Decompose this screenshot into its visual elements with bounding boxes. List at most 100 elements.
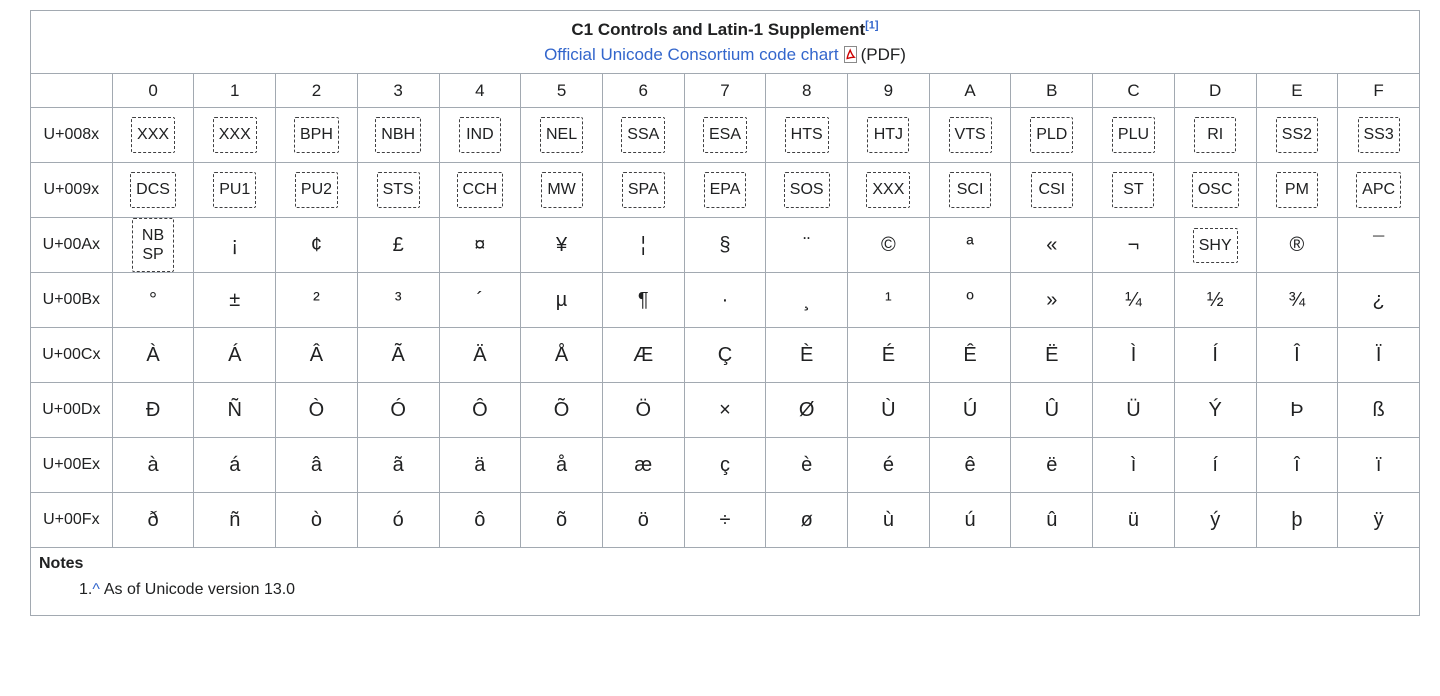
char-cell-u+00ex-B: ë (1010, 437, 1094, 494)
column-header-F: F (1337, 73, 1420, 108)
row-label-u+00dx: U+00Dx (30, 382, 113, 439)
char-cell-u+00ex-A: ê (928, 437, 1012, 494)
char-cell-u+00fx-1: ñ (193, 492, 277, 549)
char-cell-u+00bx-6: ¶ (601, 272, 685, 329)
note-item: 1.^ As of Unicode version 13.0 (79, 581, 1407, 599)
column-header-4: 4 (438, 73, 522, 108)
char-cell-u+00ax-7: § (683, 216, 767, 274)
control-cell-u+008x-E: SS2 (1255, 107, 1339, 163)
title-cell: C1 Controls and Latin-1 Supplement[1] Of… (30, 10, 1420, 74)
control-code-box: MW (540, 172, 583, 208)
control-cell-u+009x-4: CCH (438, 162, 522, 218)
control-cell-u+008x-F: SS3 (1337, 107, 1420, 163)
control-code-box: EPA (703, 172, 747, 208)
row-u+009x: U+009x DCS PU1 PU2 STS CCH MW SPA EPA SOS XXX SCI CS… (30, 162, 1420, 218)
control-code-box: APC (1356, 172, 1402, 208)
char-cell-u+00fx-7: ÷ (683, 492, 767, 549)
char-cell-u+00dx-E: Þ (1255, 382, 1339, 439)
control-cell-u+009x-C: ST (1092, 162, 1175, 218)
chart-title-text: C1 Controls and Latin-1 Supplement (571, 20, 866, 39)
char-cell-u+00dx-5: Õ (520, 382, 603, 439)
char-cell-u+00cx-A: Ê (928, 327, 1012, 384)
row-u+008x: U+008x XXX XXX BPH NBH IND NEL SSA ESA HTS HTJ VTS P… (30, 107, 1420, 163)
unicode-chart-link[interactable]: Official Unicode Consortium code chart (544, 45, 839, 64)
control-cell-u+008x-2: BPH (275, 107, 358, 163)
char-cell-u+00fx-A: ú (928, 492, 1012, 549)
backlink-caret[interactable]: ^ (92, 581, 100, 599)
char-cell-u+00ex-E: î (1255, 437, 1339, 494)
char-cell-u+00cx-B: Ë (1010, 327, 1094, 384)
control-cell-u+009x-7: EPA (683, 162, 767, 218)
column-header-E: E (1255, 73, 1339, 108)
char-cell-u+00fx-E: þ (1255, 492, 1339, 549)
char-cell-u+00fx-5: õ (520, 492, 603, 549)
control-code-box: NEL (540, 117, 584, 153)
char-cell-u+00ex-0: à (111, 437, 195, 494)
control-code-box: VTS (948, 117, 992, 153)
control-code-box: OSC (1191, 172, 1239, 208)
control-cell-u+008x-4: IND (438, 107, 522, 163)
control-code-box: IND (458, 117, 501, 153)
control-code-box: PU2 (294, 172, 339, 208)
char-cell-u+00bx-E: ¾ (1255, 272, 1339, 329)
char-cell-u+00bx-8: ¸ (765, 272, 849, 329)
row-label-u+00ex: U+00Ex (30, 437, 113, 494)
control-cell-u+009x-3: STS (356, 162, 440, 218)
char-cell-u+00ax-4: ¤ (438, 216, 522, 274)
char-cell-u+00fx-8: ø (765, 492, 849, 549)
char-cell-u+00ex-1: á (193, 437, 277, 494)
char-cell-u+00fx-B: û (1010, 492, 1094, 549)
control-cell-u+009x-F: APC (1337, 162, 1420, 218)
control-cell-u+008x-3: NBH (356, 107, 440, 163)
footnote-ref-link[interactable]: [1] (865, 19, 879, 32)
column-header-3: 3 (356, 73, 440, 108)
control-cell-u+009x-A: SCI (928, 162, 1012, 218)
char-cell-u+00dx-D: Ý (1173, 382, 1257, 439)
char-cell-u+00cx-4: Ä (438, 327, 522, 384)
char-cell-u+00dx-1: Ñ (193, 382, 277, 439)
control-cell-u+008x-0: XXX (111, 107, 195, 163)
control-cell-u+009x-9: XXX (847, 162, 930, 218)
char-cell-u+00fx-6: ö (601, 492, 685, 549)
control-code-box: HTJ (867, 117, 910, 153)
char-cell-u+00ex-3: ã (356, 437, 440, 494)
control-code-box: SS2 (1275, 117, 1319, 153)
char-cell-u+00cx-E: Î (1255, 327, 1339, 384)
corner-cell (30, 73, 113, 108)
char-cell-u+00ax-B: « (1010, 216, 1094, 274)
control-cell-u+009x-D: OSC (1173, 162, 1257, 218)
column-header-0: 0 (111, 73, 195, 108)
char-cell-u+00ex-2: â (275, 437, 358, 494)
char-cell-u+00ax-6: ¦ (601, 216, 685, 274)
column-header-9: 9 (847, 73, 930, 108)
control-cell-u+009x-6: SPA (601, 162, 685, 218)
control-cell-u+008x-9: HTJ (847, 107, 930, 163)
column-header-B: B (1010, 73, 1094, 108)
control-code-box: CSI (1030, 172, 1073, 208)
control-cell-u+009x-0: DCS (111, 162, 195, 218)
char-cell-u+00fx-0: ð (111, 492, 195, 549)
char-cell-u+00fx-C: ü (1092, 492, 1175, 549)
chart-subtitle: Official Unicode Consortium code chart (P… (35, 45, 1415, 65)
char-cell-u+00ex-7: ç (683, 437, 767, 494)
char-cell-u+00cx-F: Ï (1337, 327, 1420, 384)
row-u+00ax: U+00Ax NB SP ¡ ¢ £ ¤ ¥ ¦ § ¨ © ª «¬ SHY ® ¯ (30, 216, 1420, 274)
char-cell-u+00dx-F: ß (1337, 382, 1420, 439)
char-cell-u+00bx-A: º (928, 272, 1012, 329)
control-cell-u+008x-1: XXX (193, 107, 277, 163)
row-u+00ex: U+00Ex à á â ã ä å æ ç è é ê ë ì í î ï (30, 437, 1420, 494)
control-cell-u+008x-B: PLD (1010, 107, 1094, 163)
char-cell-u+00dx-C: Ü (1092, 382, 1175, 439)
pdf-icon[interactable] (843, 46, 859, 63)
char-cell-u+00ex-6: æ (601, 437, 685, 494)
control-cell-u+009x-8: SOS (765, 162, 849, 218)
control-code-box: XXX (866, 172, 911, 208)
control-code-box: NBH (375, 117, 422, 153)
control-cell-u+008x-7: ESA (683, 107, 767, 163)
control-code-box: PU1 (213, 172, 257, 208)
control-code-box: PLD (1030, 117, 1074, 153)
char-cell-u+00bx-7: · (683, 272, 767, 329)
char-cell-u+00bx-B: » (1010, 272, 1094, 329)
control-cell-u+009x-B: CSI (1010, 162, 1094, 218)
control-cell-u+009x-5: MW (520, 162, 603, 218)
